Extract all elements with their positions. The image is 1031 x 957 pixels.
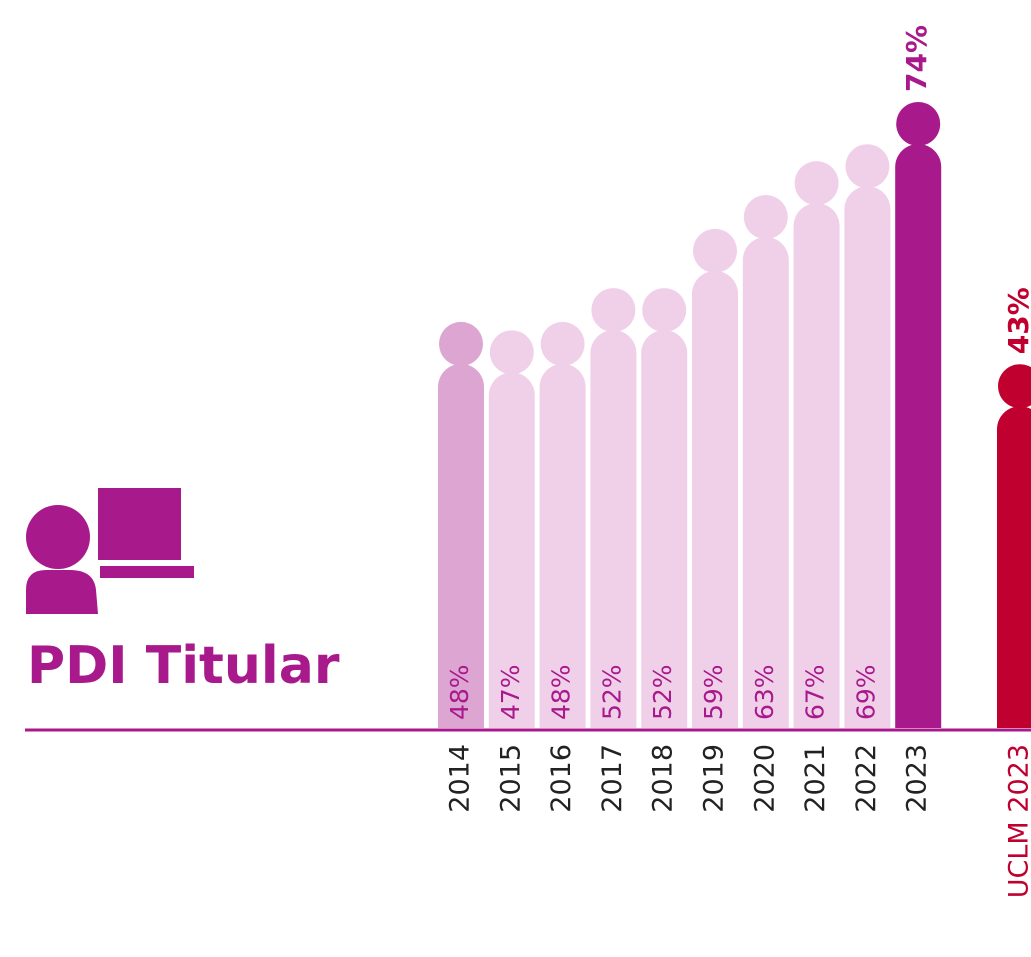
value-label: 67%: [801, 664, 830, 720]
icon-body: [26, 570, 98, 614]
value-label: 43%: [1002, 287, 1031, 354]
chart-title: PDI Titular: [27, 636, 340, 696]
bar-head: [642, 288, 687, 333]
x-tick-label: 2017: [597, 744, 628, 813]
bar-head: [439, 321, 483, 366]
value-label: 47%: [496, 664, 525, 720]
bar: [793, 203, 840, 728]
bar-head: [743, 195, 788, 240]
bar: [488, 372, 535, 728]
x-tick-label: 2019: [699, 744, 730, 813]
bar-head: [896, 101, 941, 146]
bar: [539, 363, 586, 728]
bar: [692, 270, 738, 728]
bar: [997, 406, 1031, 728]
bar: [895, 143, 942, 728]
x-tick-label: 2023: [902, 744, 933, 813]
bar-head: [794, 161, 839, 206]
bar: [742, 237, 789, 728]
x-tick-label: 2022: [851, 744, 882, 813]
bar: [438, 363, 484, 728]
bar: [844, 186, 891, 728]
x-tick-label: 2014: [445, 744, 476, 813]
x-tick-label: UCLM 2023: [1004, 744, 1031, 898]
value-label: 52%: [597, 664, 626, 720]
bar-head: [693, 228, 737, 273]
x-tick-label: 2016: [546, 744, 577, 813]
x-tick-label: 2020: [749, 744, 780, 813]
value-label: 48%: [445, 664, 474, 720]
bar: [641, 330, 688, 728]
bar: [590, 330, 637, 728]
value-label: 63%: [750, 664, 779, 720]
x-tick-label: 2015: [495, 744, 526, 813]
bar-head: [845, 144, 890, 189]
x-tick-label: 2021: [800, 744, 831, 813]
value-label: 59%: [699, 664, 728, 720]
value-label: 48%: [547, 664, 576, 720]
bar-head: [998, 364, 1031, 409]
bar-head: [489, 330, 534, 375]
icon-screen: [98, 488, 181, 560]
value-label: 52%: [648, 664, 677, 720]
x-tick-label: 2018: [648, 744, 679, 813]
bar-head: [540, 321, 585, 366]
icon-desk: [100, 566, 194, 578]
bar-head: [591, 288, 636, 333]
icon-head: [26, 505, 90, 569]
value-label: 74%: [900, 25, 933, 92]
icon: [18, 488, 194, 614]
value-label: 69%: [851, 664, 880, 720]
